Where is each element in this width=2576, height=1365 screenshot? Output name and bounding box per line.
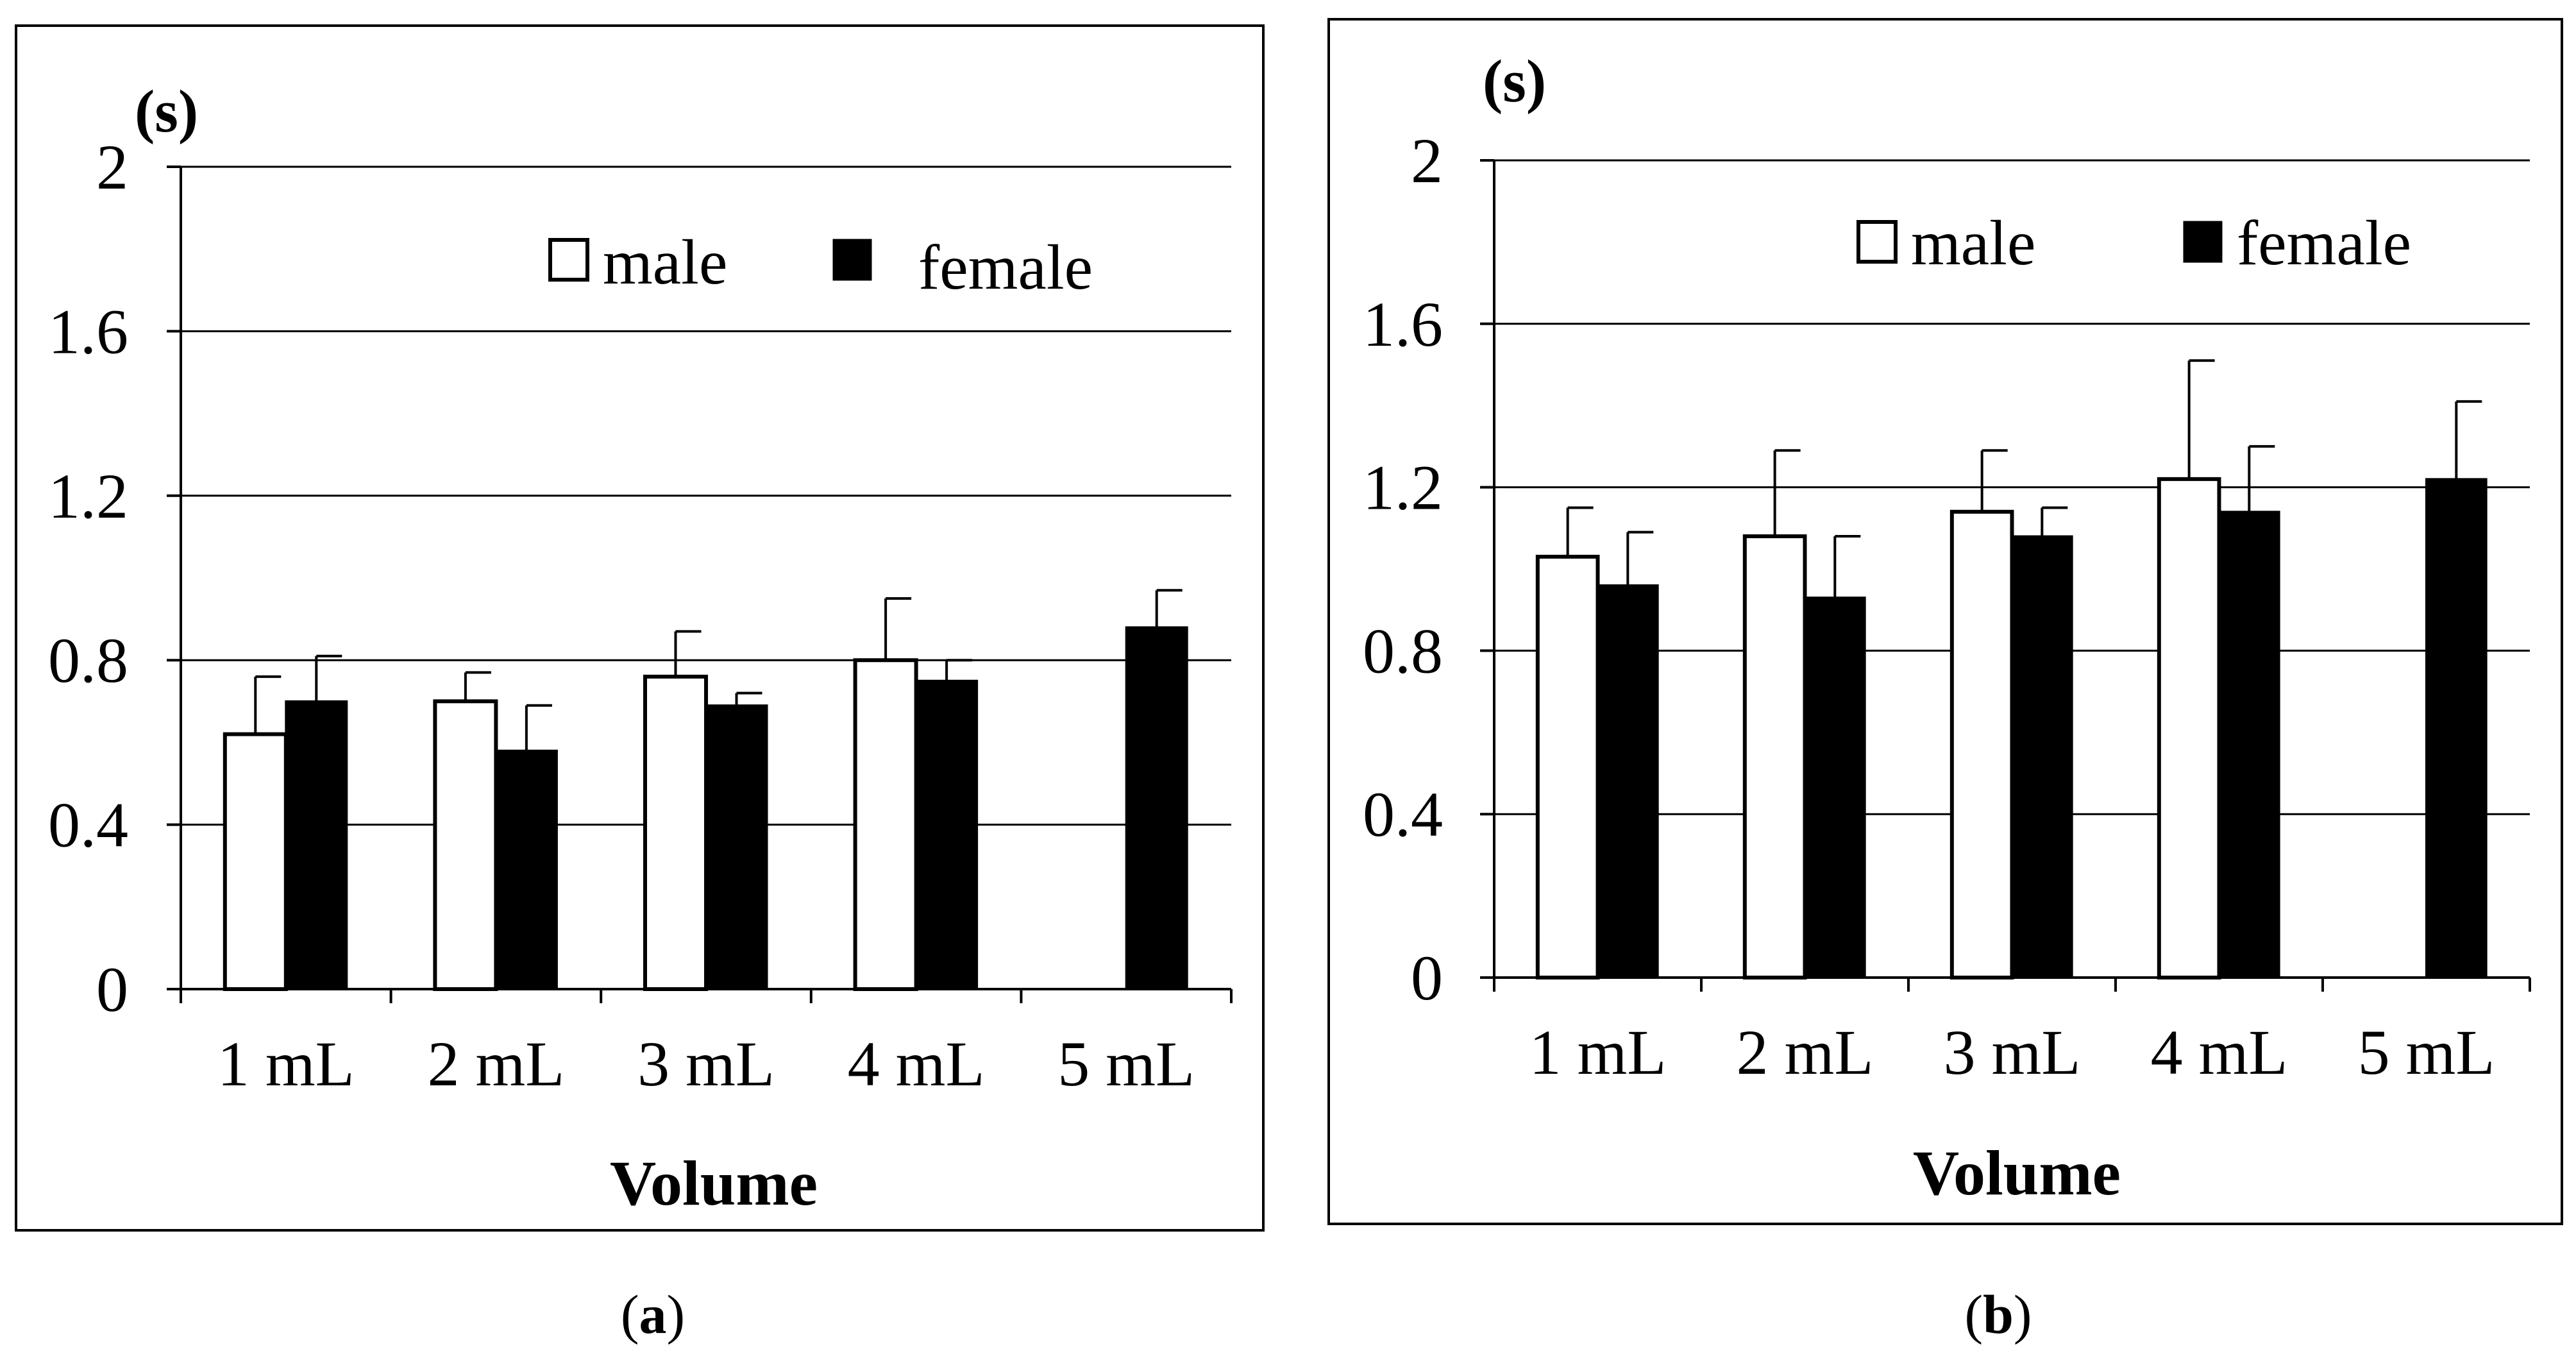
error-bar-male-2	[464, 671, 491, 702]
error-bar-male-4	[884, 597, 912, 661]
y-tick-label: 0.8	[48, 625, 128, 696]
bar-male-1	[1535, 554, 1600, 979]
panel-caption-letter: b	[1983, 1284, 2014, 1345]
error-bar-male-1	[254, 675, 282, 734]
y-tick-label: 1.2	[48, 461, 128, 532]
legend-swatch-female	[2183, 221, 2223, 263]
error-bar-female-2	[1833, 535, 1861, 598]
bar-male-2	[1742, 534, 1807, 979]
error-bar-male-3	[674, 630, 702, 677]
y-tick-label: 0.4	[1363, 779, 1443, 850]
y-axis-unit-label: (s)	[1483, 48, 1546, 115]
chart-panel-b: 0 0.4 0.8 1.2 1.6 2 (s) 1 mL 2 mL 3 mL 4 mL 5 mL Vol…	[1327, 18, 2563, 1225]
bar-female-3	[705, 704, 768, 990]
x-tick-label: 1 mL	[217, 1028, 355, 1099]
x-tick-label: 4 mL	[848, 1028, 985, 1099]
bar-male-2	[433, 699, 498, 992]
legend-swatch-male	[1856, 220, 1898, 264]
panel-caption-a: (a)	[621, 1284, 685, 1345]
bar-male-4	[853, 658, 918, 991]
error-bar-female-4	[2248, 445, 2275, 512]
error-bar-female-3	[735, 691, 762, 706]
x-tick-label: 2 mL	[427, 1028, 564, 1099]
x-tick-label: 3 mL	[637, 1028, 775, 1099]
y-tick-label: 0	[96, 954, 128, 1025]
x-tick-label: 3 mL	[1944, 1017, 2081, 1088]
panel-caption-b: (b)	[1964, 1284, 2032, 1345]
bar-female-5	[2425, 478, 2488, 979]
bar-female-2	[494, 749, 558, 990]
bar-female-1	[1597, 584, 1659, 979]
y-tick-label: 2	[96, 131, 128, 203]
legend: male female	[548, 226, 1093, 303]
bar-female-4	[2218, 511, 2280, 979]
x-tick-label: 2 mL	[1737, 1017, 1874, 1088]
bar-male-4	[2157, 477, 2221, 979]
error-bar-male-1	[1566, 506, 1594, 557]
error-bar-female-1	[315, 654, 342, 702]
x-tick-label: 5 mL	[2358, 1017, 2495, 1088]
y-tick-label: 2	[1411, 125, 1443, 196]
error-bar-male-4	[2187, 359, 2215, 479]
bar-female-4	[915, 679, 979, 990]
bar-female-2	[1804, 597, 1866, 979]
x-tick-label: 5 mL	[1057, 1028, 1195, 1099]
legend-swatch-male	[548, 238, 589, 282]
error-bar-female-5	[1155, 589, 1183, 627]
bar-male-1	[223, 732, 288, 991]
bar-female-1	[285, 700, 348, 990]
error-bar-female-3	[2041, 506, 2068, 537]
panel-frame	[1327, 18, 2563, 1225]
chart-panel-a: 0 0.4 0.8 1.2 1.6 2(s) 1 mL 2 mL 3 mL 4 mL 5 mL Vol…	[15, 24, 1265, 1232]
y-tick-label: 0	[1411, 942, 1443, 1013]
bar-female-3	[2011, 535, 2073, 979]
y-tick-label: 0.4	[48, 790, 128, 861]
panel-caption-close: )	[667, 1284, 686, 1345]
y-tick-label: 1.6	[48, 296, 128, 367]
y-tick-label: 1.2	[1363, 452, 1443, 523]
y-axis-unit-label: (s)	[135, 78, 198, 145]
y-tick-label: 0.8	[1363, 615, 1443, 686]
error-bar-female-5	[2455, 400, 2482, 479]
x-axis-title: Volume	[1913, 1137, 2121, 1208]
bar-female-5	[1125, 626, 1188, 990]
panel-caption-close: )	[2014, 1284, 2032, 1345]
legend-swatch-female	[832, 239, 872, 281]
panel-frame	[15, 24, 1265, 1232]
x-tick-label: 1 mL	[1529, 1017, 1667, 1088]
panel-caption-open: (	[621, 1284, 639, 1345]
x-tick-label: 4 mL	[2151, 1017, 2288, 1088]
x-axis-title: Volume	[610, 1148, 818, 1219]
legend-label-male: male	[1911, 207, 2035, 278]
legend-label-female: female	[918, 232, 1093, 303]
y-tick-label: 1.6	[1363, 289, 1443, 360]
error-bar-female-1	[1626, 530, 1654, 586]
panel-caption-open: (	[1964, 1284, 1983, 1345]
panel-caption-letter: a	[639, 1284, 667, 1345]
legend: male female	[1856, 207, 2411, 278]
error-bar-female-4	[945, 659, 973, 681]
bar-male-3	[1949, 509, 2014, 979]
error-bar-male-2	[1773, 449, 1801, 537]
legend-label-male: male	[603, 226, 727, 298]
error-bar-male-3	[1980, 449, 2008, 512]
error-bar-female-2	[525, 704, 552, 751]
legend-label-female: female	[2237, 207, 2411, 278]
bar-male-3	[643, 674, 708, 991]
